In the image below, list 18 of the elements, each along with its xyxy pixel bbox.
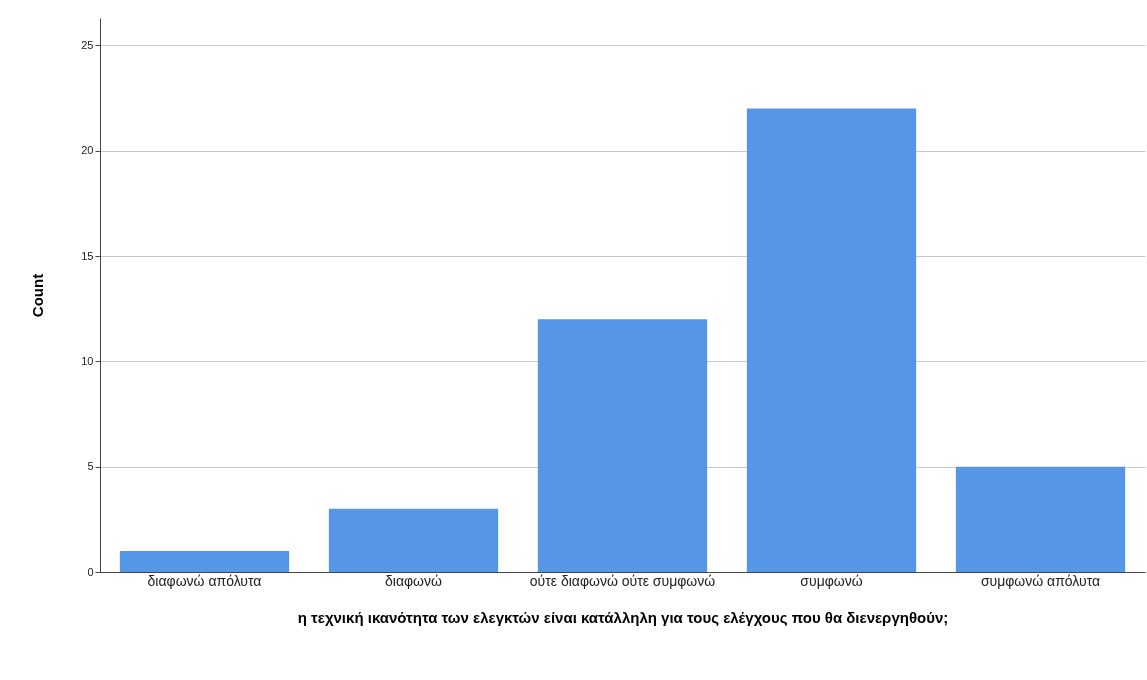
bar (328, 508, 499, 572)
x-tick-label: συμφωνώ (800, 572, 863, 589)
y-tick-label: 25 (81, 38, 94, 51)
bar (746, 108, 917, 572)
x-tick-label: συμφωνώ απόλυτα (980, 572, 1101, 589)
bar (537, 319, 708, 572)
y-tick-label: 10 (81, 354, 94, 367)
x-tick-label: διαφωνώ (385, 572, 443, 589)
y-tick-label: 15 (81, 249, 94, 262)
y-tick-label: 20 (81, 144, 94, 157)
x-axis-title: η τεχνική ικανότητα των ελεγκτών είναι κατάλληλη για τους ελέγχους που θα διενεργηθούν; (297, 608, 949, 626)
y-tick-label: 0 (87, 565, 94, 578)
bar (955, 466, 1126, 572)
bar (119, 550, 290, 572)
x-tick-label: διαφωνώ απόλυτα (147, 572, 262, 589)
y-tick-label: 5 (87, 460, 94, 473)
x-tick-label: ούτε διαφωνώ ούτε συμφωνώ (529, 572, 716, 589)
y-axis-title: Count (29, 273, 47, 318)
